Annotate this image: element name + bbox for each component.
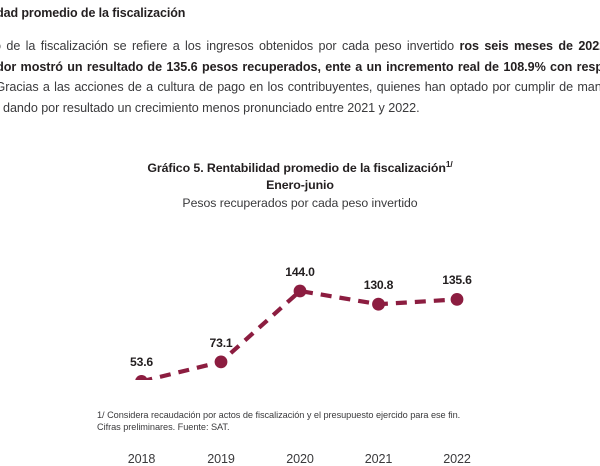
data-label: 53.6 — [130, 355, 153, 370]
chart-title-footnote-marker: 1/ — [445, 158, 453, 169]
chart-subtitle: Pesos recuperados por cada peso invertid… — [182, 196, 418, 210]
series-marker — [372, 297, 385, 311]
chart-title: Gráfico 5. Rentabilidad promedio de la f… — [0, 160, 600, 193]
chart-footnote: 1/ Considera recaudación por actos de fi… — [97, 409, 527, 433]
data-label: 135.6 — [442, 273, 472, 288]
x-axis-label: 2021 — [364, 452, 393, 466]
chart-footnote-line1: 1/ Considera recaudación por actos de fi… — [97, 410, 461, 420]
chart-figure: Gráfico 5. Rentabilidad promedio de la f… — [0, 160, 600, 466]
x-axis-label: 2020 — [286, 452, 314, 466]
series-marker — [214, 355, 228, 369]
x-axis-label: 2018 — [127, 452, 156, 466]
x-axis-label: 2022 — [443, 452, 471, 466]
series-marker — [450, 293, 464, 306]
series-marker — [293, 284, 307, 298]
x-axis-label: 2019 — [207, 452, 235, 466]
data-label: 130.8 — [363, 278, 394, 293]
series-line — [140, 288, 458, 380]
chart-title-line1: Gráfico 5. Rentabilidad promedio de la f… — [147, 161, 446, 175]
data-label: 144.0 — [285, 265, 315, 279]
chart-footnote-line2: Cifras preliminares. Fuente: SAT. — [97, 422, 230, 433]
series-marker — [135, 375, 148, 380]
paragraph-run-plain-1: omedio de la fiscalización se refiere a … — [0, 39, 455, 53]
chart-plot-area: 53.6 73.1 144.0 130.8 135.6 2018 2019 2020 2021… — [0, 230, 600, 466]
series-markers — [135, 284, 464, 380]
data-label: 73.1 — [209, 335, 233, 350]
body-paragraph: omedio de la fiscalización se refiere a … — [0, 36, 600, 119]
document-text-block: ntabilidad promedio de la fiscalización … — [0, 0, 600, 119]
chart-title-line2: Enero-junio — [266, 177, 334, 192]
paragraph-run-bold: ros seis meses de 2022, este indicador m… — [0, 39, 600, 74]
paragraph-run-plain-2: Gracias a las acciones de a cultura de p… — [0, 80, 600, 116]
chart-svg — [135, 284, 464, 380]
section-heading: ntabilidad promedio de la fiscalización — [0, 6, 186, 20]
